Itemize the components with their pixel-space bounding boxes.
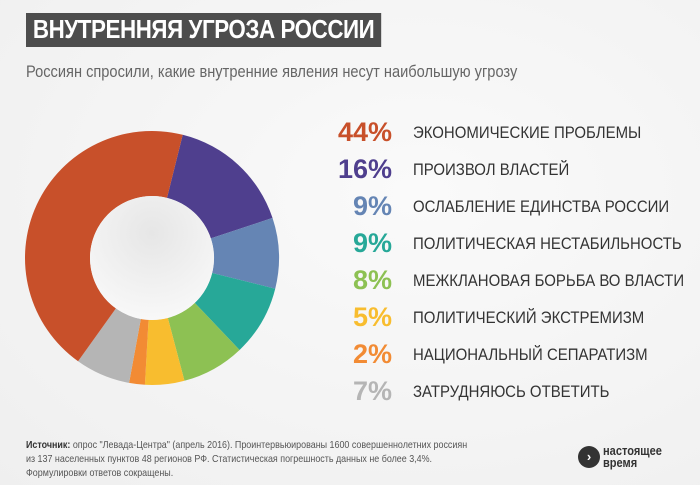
donut-slice <box>166 134 273 239</box>
donut-slice <box>78 308 141 383</box>
data-label: 16% <box>337 154 392 184</box>
data-label: 5% <box>352 302 392 332</box>
source-line-3: Формулировки ответов сокращены. <box>26 467 174 479</box>
donut-slice <box>167 302 240 381</box>
source-line-1: опрос "Левада-Центра" (апрель 2016). Про… <box>70 439 468 451</box>
donut-hole <box>90 196 214 320</box>
legend-item: 9% ПОЛИТИЧЕСКАЯ НЕСТАБИЛЬНОСТЬ <box>318 225 700 262</box>
donut-slice <box>194 272 276 350</box>
legend-label: ЭКОНОМИЧЕСКИЕ ПРОБЛЕМЫ <box>413 122 642 142</box>
chart-subtitle: Россиян спросили, какие внутренние явлен… <box>26 62 518 81</box>
legend-item: 16% ПРОИЗВОЛ ВЛАСТЕЙ <box>318 151 700 188</box>
legend-item: 44% ЭКОНОМИЧЕСКИЕ ПРОБЛЕМЫ <box>318 114 700 151</box>
data-label: 8% <box>352 265 392 295</box>
legend-label: МЕЖКЛАНОВАЯ БОРЬБА ВО ВЛАСТИ <box>413 270 685 290</box>
source-label: Источник: <box>26 439 71 451</box>
legend-label: ПОЛИТИЧЕСКИЙ ЭКСТРЕМИЗМ <box>413 307 645 327</box>
legend-item: 9% ОСЛАБЛЕНИЕ ЕДИНСТВА РОССИИ <box>318 188 700 225</box>
legend-label: ОСЛАБЛЕНИЕ ЕДИНСТВА РОССИИ <box>413 196 670 216</box>
legend-label: ЗАТРУДНЯЮСЬ ОТВЕТИТЬ <box>413 381 610 401</box>
donut-slice <box>25 131 183 362</box>
data-label: 9% <box>352 228 392 258</box>
legend: 44% ЭКОНОМИЧЕСКИЕ ПРОБЛЕМЫ 16% ПРОИЗВОЛ ВЛА… <box>318 114 700 410</box>
legend-item: 5% ПОЛИТИЧЕСКИЙ ЭКСТРЕМИЗМ <box>318 299 700 336</box>
legend-label: ПОЛИТИЧЕСКАЯ НЕСТАБИЛЬНОСТЬ <box>413 233 682 253</box>
data-label: 9% <box>352 191 392 221</box>
donut-slice <box>144 317 185 385</box>
data-label: 2% <box>352 339 392 369</box>
source-line-2: из 137 населенных пунктов 48 регионов РФ… <box>26 453 433 465</box>
legend-item: 8% МЕЖКЛАНОВАЯ БОРЬБА ВО ВЛАСТИ <box>318 262 700 299</box>
data-label: 7% <box>352 376 392 406</box>
legend-label: ПРОИЗВОЛ ВЛАСТЕЙ <box>413 159 570 179</box>
legend-label: НАЦИОНАЛЬНЫЙ СЕПАРАТИЗМ <box>413 344 648 364</box>
data-label: 44% <box>337 117 392 147</box>
donut-slice <box>129 318 149 385</box>
logo-line-2: время <box>603 455 638 470</box>
logo: › настоящее время <box>578 443 672 470</box>
legend-item: 7% ЗАТРУДНЯЮСЬ ОТВЕТИТЬ <box>318 373 700 410</box>
logo-icon: › <box>578 446 600 468</box>
legend-item: 2% НАЦИОНАЛЬНЫЙ СЕПАРАТИЗМ <box>318 336 700 373</box>
chart-title: ВНУТРЕННЯЯ УГРОЗА РОССИИ <box>26 13 382 47</box>
logo-line-1: настоящее <box>603 443 662 458</box>
donut-slice <box>210 217 279 289</box>
source-note: Источник: опрос "Левада-Центра" (апрель … <box>26 438 467 480</box>
